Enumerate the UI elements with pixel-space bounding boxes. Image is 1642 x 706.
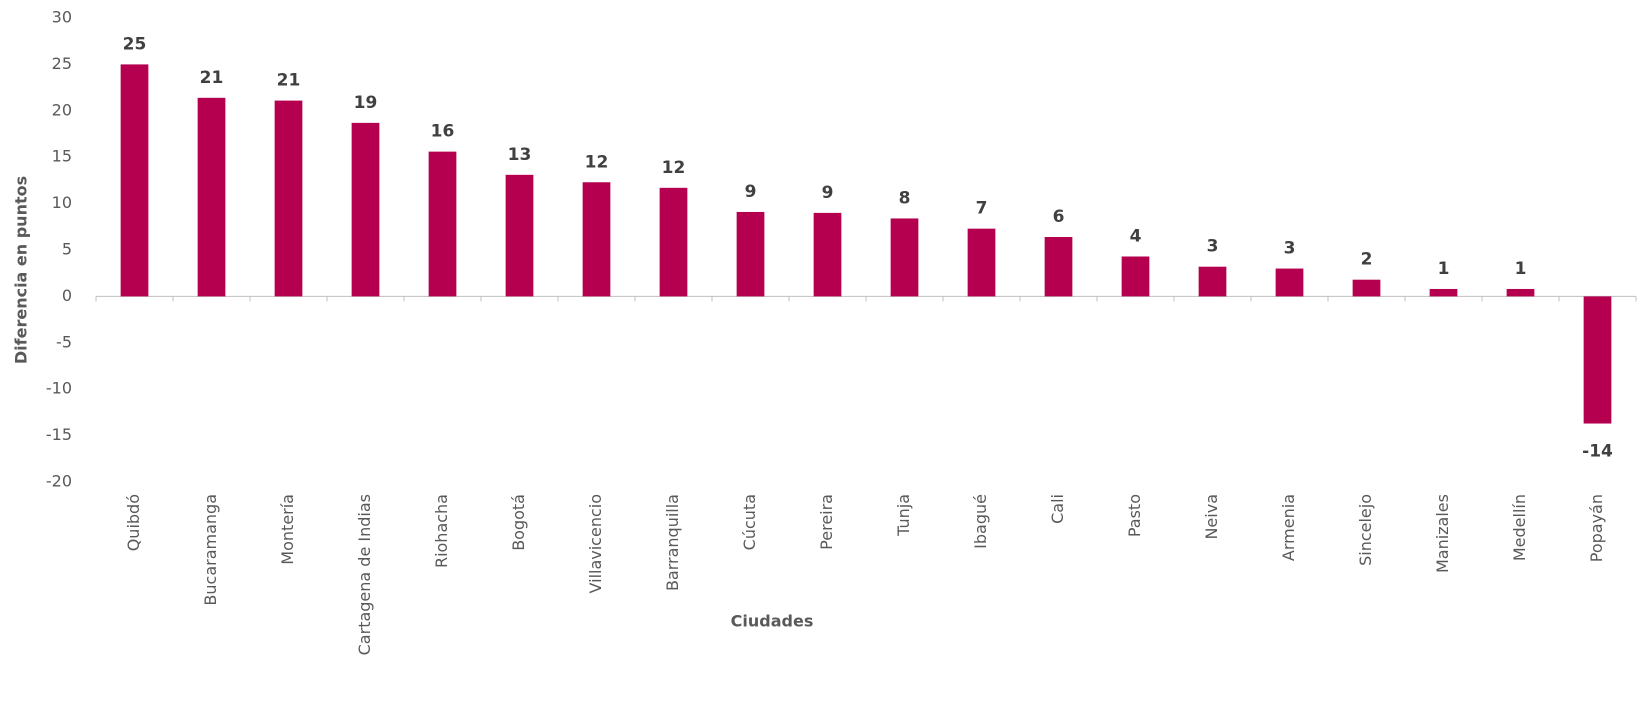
x-tick-label: Quibdó	[124, 494, 143, 551]
x-tick-label: Neiva	[1202, 494, 1221, 540]
bar	[120, 64, 149, 297]
data-label: 3	[1207, 237, 1219, 257]
x-tick-label: Bucaramanga	[201, 494, 220, 606]
bar	[197, 97, 226, 297]
bar	[1275, 268, 1304, 297]
x-tick-label: Villavicencio	[586, 494, 605, 593]
data-label: 16	[431, 122, 455, 142]
bar	[659, 187, 688, 297]
data-label: 21	[200, 68, 224, 88]
bar	[1429, 288, 1458, 297]
x-tick-label: Montería	[278, 494, 297, 565]
data-label: 13	[508, 145, 532, 165]
data-label: 1	[1515, 259, 1527, 279]
y-tick-label: -15	[46, 425, 72, 444]
data-label: 19	[354, 93, 378, 113]
bar	[1121, 256, 1150, 297]
x-tick-label: Popayán	[1587, 494, 1606, 562]
data-label: 9	[822, 183, 834, 203]
x-tick-label: Pasto	[1125, 494, 1144, 537]
bar	[582, 182, 611, 297]
data-label: 6	[1053, 207, 1065, 227]
x-tick-label: Tunja	[894, 494, 913, 537]
data-label: 25	[123, 34, 147, 54]
x-tick-label: Manizales	[1433, 494, 1452, 573]
x-tick-label: Armenia	[1279, 494, 1298, 561]
data-label: 7	[976, 199, 988, 219]
x-tick-label: Bogotá	[509, 494, 528, 551]
x-tick-label: Ibagué	[971, 494, 990, 549]
x-tick-label: Cartagena de Indias	[355, 494, 374, 655]
bar	[1506, 288, 1535, 297]
bar	[351, 122, 380, 297]
data-label: 3	[1284, 239, 1296, 259]
y-tick-label: 30	[52, 8, 72, 27]
data-label: 1	[1438, 259, 1450, 279]
bar	[1198, 266, 1227, 297]
y-tick-label: 20	[52, 100, 72, 119]
data-label: 12	[585, 152, 609, 172]
bar	[813, 212, 842, 297]
y-axis-title: Diferencia en puntos	[12, 176, 31, 364]
bar	[967, 228, 996, 297]
bar	[1583, 296, 1612, 424]
y-tick-label: 0	[62, 286, 72, 305]
x-tick-label: Sincelejo	[1356, 494, 1375, 566]
y-tick-label: 10	[52, 193, 72, 212]
data-label: -14	[1582, 442, 1613, 462]
y-tick-label: 25	[52, 54, 72, 73]
bar	[274, 100, 303, 297]
y-tick-label: -10	[46, 379, 72, 398]
data-label: 2	[1361, 250, 1373, 270]
y-tick-label: -20	[46, 472, 72, 491]
x-tick-label: Cúcuta	[740, 494, 759, 550]
data-label: 9	[745, 182, 757, 202]
bar	[890, 218, 919, 297]
bar	[1044, 237, 1073, 297]
data-label: 4	[1130, 226, 1142, 246]
bar	[428, 151, 457, 297]
x-tick-label: Cali	[1048, 494, 1067, 524]
y-tick-label: 5	[62, 240, 72, 259]
x-tick-label: Pereira	[817, 494, 836, 550]
x-axis-title: Ciudades	[731, 612, 814, 631]
y-tick-label: -5	[56, 332, 72, 351]
bar	[1352, 279, 1381, 297]
x-tick-label: Riohacha	[432, 494, 451, 568]
bar	[505, 174, 534, 297]
y-tick-label: 15	[52, 147, 72, 166]
data-label: 12	[662, 158, 686, 178]
bar	[736, 211, 765, 297]
data-label: 21	[277, 71, 301, 91]
data-label: 8	[899, 188, 911, 208]
x-tick-label: Barranquilla	[663, 494, 682, 591]
x-tick-label: Medellín	[1510, 494, 1529, 561]
